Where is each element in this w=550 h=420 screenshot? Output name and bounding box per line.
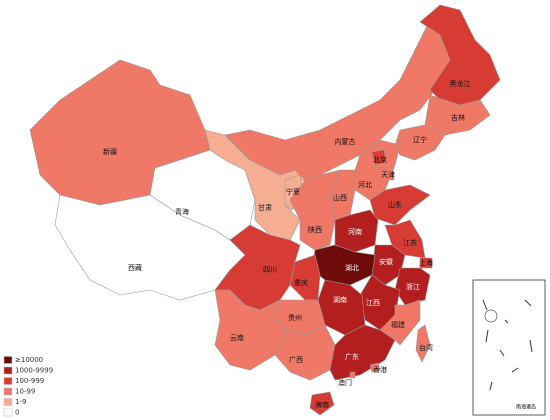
legend-swatch — [3, 398, 13, 406]
region-label: 上海 — [419, 258, 433, 267]
legend-label: 1-9 — [15, 398, 26, 406]
region-label: 江苏 — [403, 238, 417, 247]
inset-island — [484, 309, 498, 323]
inset-islands — [482, 299, 533, 391]
regions — [29, 4, 501, 416]
region-label: 安徽 — [379, 257, 393, 266]
region-label: 江西 — [366, 299, 380, 307]
region — [289, 169, 341, 251]
inset: 南海诸岛 — [472, 279, 546, 416]
legend-label: ≥10000 — [15, 356, 43, 364]
region — [384, 167, 395, 181]
region — [415, 324, 431, 363]
region — [311, 244, 376, 286]
region-label: 四川 — [263, 266, 277, 274]
legend-label: 100-999 — [15, 377, 44, 385]
region-label: 云南 — [230, 333, 244, 342]
region-label: 浙江 — [406, 282, 420, 291]
region-label: 吉林 — [451, 113, 465, 122]
region-label: 天津 — [381, 171, 395, 179]
region-label: 广西 — [289, 355, 303, 364]
region — [369, 362, 381, 373]
region-label: 湖北 — [345, 263, 359, 272]
region — [379, 299, 421, 346]
region — [349, 371, 356, 379]
legend-swatch — [3, 366, 13, 375]
legend: ≥10000 1000-9999 100-999 10-99 1-9 0 — [3, 356, 53, 417]
region-label: 澳门 — [338, 378, 352, 387]
region-label: 河南 — [348, 227, 362, 236]
region-label: 内蒙古 — [335, 137, 356, 146]
region-label: 福建 — [391, 320, 405, 329]
legend-swatch — [3, 387, 13, 396]
region — [419, 257, 433, 269]
region-label: 重庆 — [294, 278, 308, 287]
region — [329, 324, 396, 381]
region-label: 山西 — [333, 193, 347, 202]
region-label: 湖南 — [333, 295, 347, 304]
region-label: 山东 — [388, 200, 402, 209]
inset-frame — [472, 279, 546, 416]
legend-swatch — [3, 356, 13, 364]
region-label: 辽宁 — [413, 135, 427, 144]
region-label: 贵州 — [288, 313, 302, 322]
legend-swatch — [3, 377, 13, 385]
region-label: 河北 — [358, 181, 372, 189]
region-label: 海南 — [315, 400, 329, 409]
region-label: 广东 — [345, 352, 359, 361]
region — [369, 184, 431, 226]
region-label: 北京 — [373, 155, 387, 164]
legend-label: 1000-9999 — [15, 367, 53, 375]
legend-swatch — [3, 408, 13, 417]
region-label: 台湾 — [419, 343, 433, 352]
region-label: 青海 — [175, 207, 189, 216]
region-label: 宁夏 — [286, 187, 300, 196]
legend-label: 10-99 — [15, 388, 35, 396]
region-label: 甘肃 — [258, 203, 272, 212]
legend-label: 0 — [15, 409, 19, 417]
region — [371, 149, 387, 166]
region-label: 陕西 — [308, 225, 322, 234]
region-label: 新疆 — [103, 147, 117, 156]
region-label: 黑龙江 — [450, 79, 471, 88]
region-label: 香港 — [373, 365, 387, 374]
region-label: 西藏 — [128, 263, 142, 272]
inset-label: 南海诸岛 — [516, 404, 536, 411]
region — [309, 391, 335, 416]
